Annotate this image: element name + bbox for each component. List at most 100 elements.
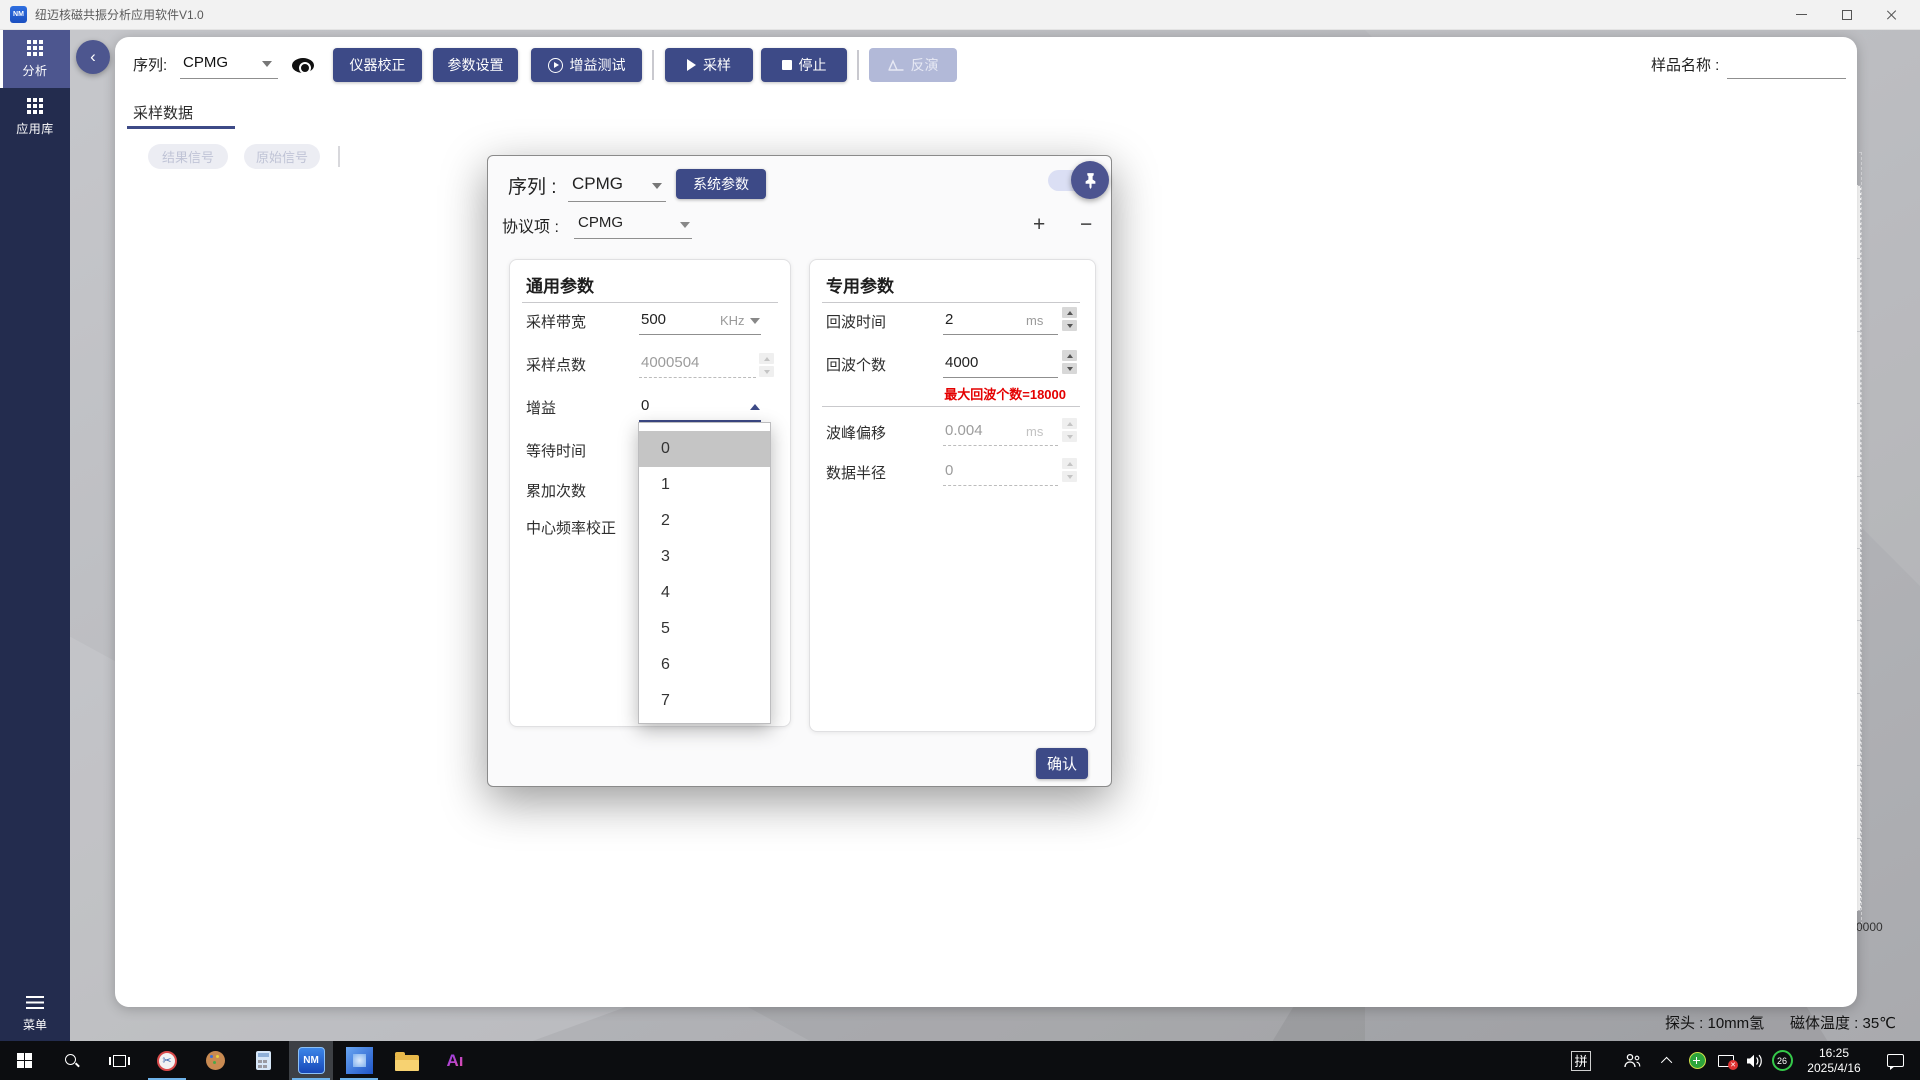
data-radius-underline [943,485,1058,486]
paint-icon [205,1051,225,1070]
gain-value[interactable]: 0 [641,397,650,414]
gain-option[interactable]: 7 [661,692,670,709]
spin-up-icon[interactable] [1062,458,1077,469]
pill-label: 原始信号 [255,150,308,165]
echo-time-spinner[interactable] [1062,307,1077,331]
battery-tray-button[interactable]: 26 [1768,1041,1796,1080]
pin-button[interactable] [1071,161,1109,199]
raw-signal-button[interactable]: 原始信号 [244,144,320,169]
inversion-button[interactable]: 反演 [869,48,957,82]
echo-time-value[interactable]: 2 [945,311,954,328]
spin-down-icon[interactable] [1062,363,1077,374]
snipping-tool-button[interactable]: ✂ [145,1041,189,1080]
peak-offset-underline [943,445,1058,446]
spin-up-icon[interactable] [1062,307,1077,318]
blue-app-button[interactable] [337,1041,381,1080]
probe-status: 探头 : 10mm氢 [1665,1015,1765,1032]
people-tray-button[interactable] [1618,1041,1646,1080]
network-icon: ✕ [1718,1054,1738,1070]
antivirus-tray-button[interactable] [1684,1041,1710,1080]
calculator-button[interactable] [241,1041,285,1080]
echo-count-value[interactable]: 4000 [945,354,979,371]
echo-count-spinner[interactable] [1062,350,1077,374]
nmr-app-button[interactable]: NM [289,1041,333,1080]
sequence-select-value[interactable]: CPMG [183,54,228,71]
sidebar-item-label: 应用库 [16,121,54,136]
gain-option[interactable]: 2 [661,512,670,529]
network-tray-button[interactable]: ✕ [1712,1041,1740,1080]
spin-up-icon[interactable] [1062,418,1077,429]
chevron-down-icon[interactable] [652,183,662,189]
task-view-icon [108,1054,130,1067]
gain-option[interactable]: 5 [661,620,670,637]
peak-offset-value: 0.004 [945,422,983,439]
sidebar-item-app-library[interactable]: 应用库 [0,88,70,146]
pushpin-icon [1085,172,1095,189]
ime-indicator[interactable]: 拼 [1566,1041,1596,1080]
parameter-settings-button[interactable]: 参数设置 [433,48,518,82]
close-icon [1886,9,1898,21]
gain-option[interactable]: 6 [661,656,670,673]
volume-tray-button[interactable] [1742,1041,1768,1080]
stop-icon [781,60,792,70]
chevron-down-icon[interactable] [750,318,760,324]
taskbar: ✂ NM 拼 ✕ 26 16:25 2025/4/16 [0,1041,1920,1080]
sample-button[interactable]: 采样 [665,48,753,82]
system-params-button[interactable]: 系统参数 [676,169,766,199]
pill-label: 结果信号 [161,150,214,165]
bandwidth-value[interactable]: 500 [641,311,667,328]
eye-icon[interactable] [292,58,314,74]
bandwidth-unit[interactable]: KHz [720,313,745,328]
search-button[interactable] [50,1041,94,1080]
sidebar-menu-button[interactable]: 菜单 [0,995,70,1034]
sample-name-input[interactable] [1727,78,1846,79]
instrument-calibration-button[interactable]: 仪器校正 [333,48,422,82]
dialog-sequence-select-value[interactable]: CPMG [572,174,623,193]
chevron-down-icon[interactable] [262,61,272,67]
minimize-button[interactable] [1779,0,1824,29]
spin-down-icon[interactable] [759,366,774,377]
spin-down-icon[interactable] [1062,471,1077,482]
add-protocol-button[interactable]: + [1033,213,1046,236]
ai-app-button[interactable] [433,1041,477,1080]
spin-down-icon[interactable] [1062,320,1077,331]
gain-option[interactable]: 0 [639,431,770,467]
spin-up-icon[interactable] [1062,350,1077,361]
file-explorer-button[interactable] [385,1041,429,1080]
points-value: 4000504 [641,354,700,371]
spin-up-icon[interactable] [759,353,774,364]
panel-divider [822,302,1080,303]
accumulation-label: 累加次数 [526,483,587,500]
button-label: 反演 [910,57,939,73]
gain-option[interactable]: 1 [661,476,670,493]
maximize-button[interactable] [1824,0,1869,29]
points-spinner[interactable] [759,353,774,377]
sidebar-collapse-button[interactable]: ‹ [76,40,110,74]
stop-button[interactable]: 停止 [761,48,847,82]
paint-button[interactable] [193,1041,237,1080]
grid-icon [27,39,31,44]
chevron-up-icon[interactable] [750,404,760,410]
confirm-button[interactable]: 确认 [1036,748,1088,779]
special-params-title: 专用参数 [826,277,894,296]
tab-sampling-data[interactable]: 采样数据 [133,105,194,122]
close-button[interactable] [1869,0,1914,29]
result-signal-button[interactable]: 结果信号 [148,144,228,169]
data-radius-spinner[interactable] [1062,458,1077,482]
gain-option[interactable]: 3 [661,548,670,565]
sidebar-item-analysis[interactable]: 分析 [0,30,70,88]
chevron-down-icon[interactable] [680,222,690,228]
button-label: 参数设置 [447,57,504,73]
tray-expand-button[interactable] [1656,1041,1680,1080]
gain-option[interactable]: 4 [661,584,670,601]
titlebar: NM 纽迈核磁共振分析应用软件V1.0 [0,0,1920,30]
start-button[interactable] [2,1041,46,1080]
remove-protocol-button[interactable]: − [1080,213,1093,236]
gain-test-button[interactable]: 增益测试 [531,48,642,82]
protocol-select-value[interactable]: CPMG [578,214,623,231]
spin-down-icon[interactable] [1062,431,1077,442]
task-view-button[interactable] [97,1041,141,1080]
peak-offset-spinner[interactable] [1062,418,1077,442]
action-center-button[interactable] [1878,1041,1912,1080]
clock-tray-button[interactable]: 16:25 2025/4/16 [1798,1041,1870,1080]
